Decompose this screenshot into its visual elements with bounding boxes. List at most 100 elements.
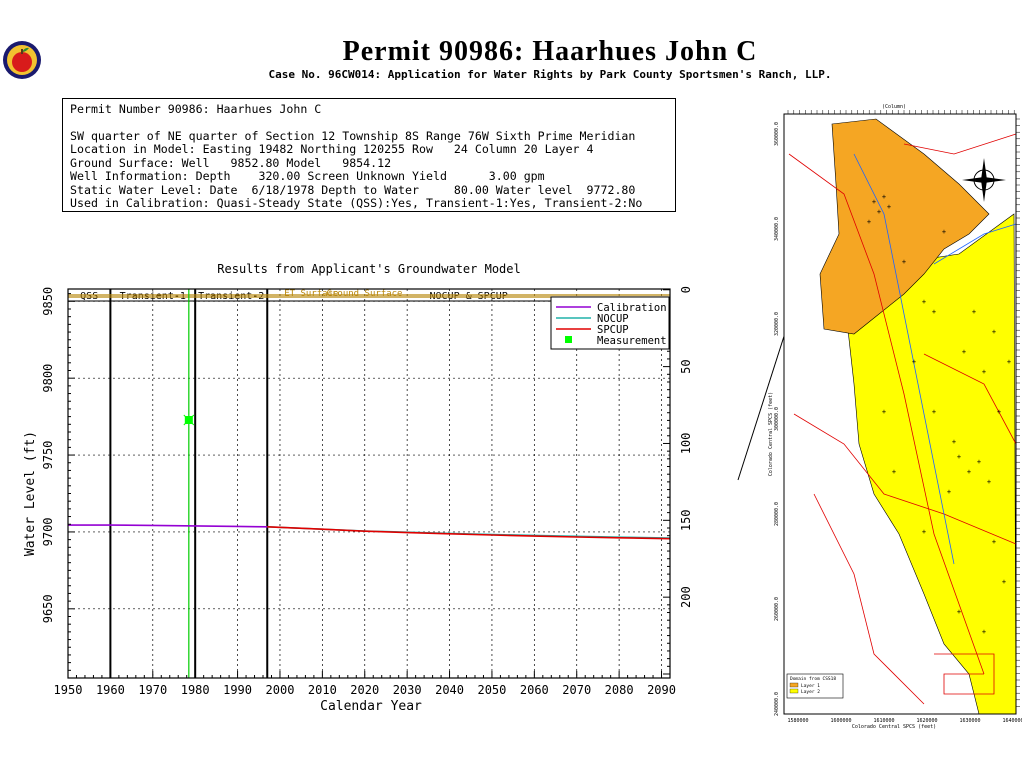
x-axis-title: Calendar Year [320, 699, 422, 714]
x-tick-label: 2060 [520, 683, 549, 697]
info-ground-surface-line: Ground Surface: Well 9852.80 Model 9854.… [70, 155, 392, 170]
x-tick-label: 2010 [308, 683, 337, 697]
stream-line [853, 153, 955, 565]
well-marker: + [887, 203, 891, 211]
x-tick-label: 1960 [96, 683, 125, 697]
y-tick-label: 9650 [41, 594, 55, 623]
x-tick-label: 2050 [477, 683, 506, 697]
map-x-tick-label: 1610000 [873, 718, 894, 724]
well-marker: + [942, 228, 946, 236]
map-frame [783, 113, 1017, 715]
well-marker: + [982, 628, 986, 636]
well-marker: + [1002, 578, 1006, 586]
x-tick-label: 1950 [54, 683, 83, 697]
well-marker: + [902, 258, 906, 266]
info-static-level-line: Static Water Level: Date 6/18/1978 Depth… [70, 182, 636, 197]
map-x-axis-label: Colorado Central SPCS (feet) [852, 724, 936, 730]
x-tick-label: 2020 [350, 683, 379, 697]
well-marker: + [957, 453, 961, 461]
map-x-tick-label: 1640000 [1002, 718, 1022, 724]
y-tick-label: 9850 [41, 287, 55, 316]
map-legend-title: Domain from CSS18 [790, 676, 836, 682]
well-marker: + [922, 298, 926, 306]
y2-tick-label: 0 [679, 286, 693, 293]
well-marker: + [997, 408, 1001, 416]
well-marker: + [972, 308, 976, 316]
x-tick-label: 2080 [605, 683, 634, 697]
model-domain-map: ++++++++++++++++++++++++++++++(Column)(R… [768, 104, 1022, 730]
map-y-tick-label: 300000.0 [774, 407, 780, 431]
map-x-tick-label: 1600000 [830, 718, 851, 724]
road-line [788, 153, 985, 675]
well-marker: + [892, 468, 896, 476]
reference-line-label: ET Surface [284, 289, 338, 299]
info-location-line: SW quarter of NE quarter of Section 12 T… [70, 128, 636, 143]
y2-tick-label: 200 [679, 586, 693, 608]
series-line-spcup [267, 526, 671, 540]
stream-line [933, 223, 1017, 265]
well-marker: + [947, 488, 951, 496]
well-marker: + [987, 478, 991, 486]
y2-tick-label: 50 [679, 359, 693, 373]
well-marker: + [977, 458, 981, 466]
map-legend-label: Layer 2 [801, 689, 820, 695]
y2-tick-label: 100 [679, 433, 693, 455]
well-marker: + [872, 198, 876, 206]
map-y-tick-label: 240000.0 [774, 692, 780, 716]
legend-label: Measurement [597, 335, 667, 347]
map-x-tick-label: 1580000 [787, 718, 808, 724]
y-tick-label: 9750 [41, 441, 55, 470]
x-tick-label: 1980 [181, 683, 210, 697]
road-line [923, 353, 1017, 445]
legend-label: Calibration [597, 302, 667, 314]
well-marker: + [882, 193, 886, 201]
well-marker: + [992, 328, 996, 336]
well-marker: + [962, 348, 966, 356]
well-marker: + [877, 208, 881, 216]
well-marker: + [967, 468, 971, 476]
y-tick-label: 9700 [41, 517, 55, 546]
water-level-chart: Results from Applicant's Groundwater Mod… [23, 262, 693, 714]
map-x-tick-label: 1630000 [959, 718, 980, 724]
page-title: Permit 90986: Haarhues John C [342, 36, 758, 67]
x-tick-label: 2070 [562, 683, 591, 697]
x-tick-label: 1990 [223, 683, 252, 697]
map-y-tick-label: 340000.0 [774, 217, 780, 241]
road-line [793, 413, 1017, 545]
location-pointer-line [737, 329, 787, 481]
info-well-line: Well Information: Depth 320.00 Screen Un… [70, 169, 545, 183]
legend-label: SPCUP [597, 324, 629, 336]
well-marker: + [952, 438, 956, 446]
map-y-tick-label: 320000.0 [774, 312, 780, 336]
state-seal-logo [3, 41, 41, 79]
measurement-point-cross [183, 414, 195, 426]
well-marker: + [1007, 358, 1011, 366]
reference-line-label: Ground Surface [327, 289, 403, 299]
map-legend-label: Layer 1 [801, 683, 820, 689]
series-line-calibration [68, 524, 268, 528]
well-marker: + [932, 308, 936, 316]
plot-frame [67, 288, 671, 679]
well-marker: + [882, 408, 886, 416]
map-y-axis-label: Colorado Central SPCS (feet) [768, 392, 774, 476]
legend-swatch [565, 336, 572, 343]
well-marker: + [932, 408, 936, 416]
legend-label: NOCUP [597, 313, 629, 325]
x-tick-label: 2030 [393, 683, 422, 697]
road-line [934, 653, 995, 695]
north-arrow-needle [962, 177, 1006, 183]
map-y-tick-label: 260000.0 [774, 597, 780, 621]
series-line-nocup [267, 526, 671, 539]
map-y-tick-label: 360000.0 [774, 122, 780, 146]
chart-title: Results from Applicant's Groundwater Mod… [217, 262, 520, 276]
y-tick-label: 9800 [41, 364, 55, 393]
well-marker: + [867, 218, 871, 226]
road-line [813, 493, 925, 705]
well-marker: + [922, 528, 926, 536]
y-axis-title: Water Level (ft) [23, 431, 38, 556]
map-legend-swatch [789, 682, 799, 688]
info-calibration-line: Used in Calibration: Quasi-Steady State … [70, 196, 643, 210]
info-permit-line: Permit Number 90986: Haarhues John C [70, 102, 322, 116]
well-marker: + [982, 368, 986, 376]
